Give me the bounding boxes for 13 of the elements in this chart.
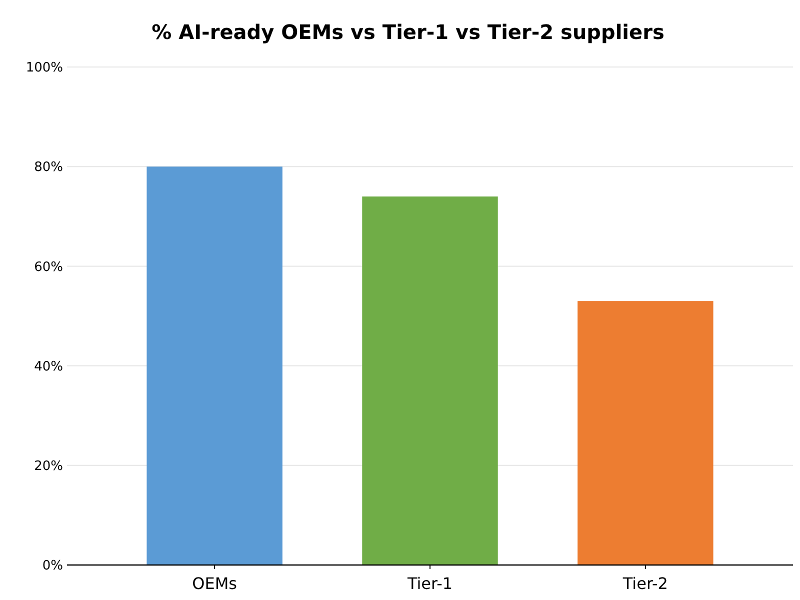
y-tick-label: 20%	[34, 458, 63, 474]
y-tick-label: 80%	[34, 160, 63, 176]
bar	[362, 196, 498, 565]
y-tick-label: 0%	[42, 558, 63, 574]
x-tick-label: Tier-1	[406, 574, 453, 593]
bar	[146, 166, 282, 565]
bar	[578, 301, 714, 565]
y-tick-label: 40%	[34, 359, 63, 374]
y-tick-label: 100%	[26, 60, 63, 76]
x-tick-label: OEMs	[192, 574, 237, 593]
y-tick-label: 60%	[34, 260, 63, 275]
x-tick-label: Tier-2	[622, 574, 668, 593]
chart-title: % AI-ready OEMs vs Tier-1 vs Tier-2 suppliers	[152, 20, 664, 44]
